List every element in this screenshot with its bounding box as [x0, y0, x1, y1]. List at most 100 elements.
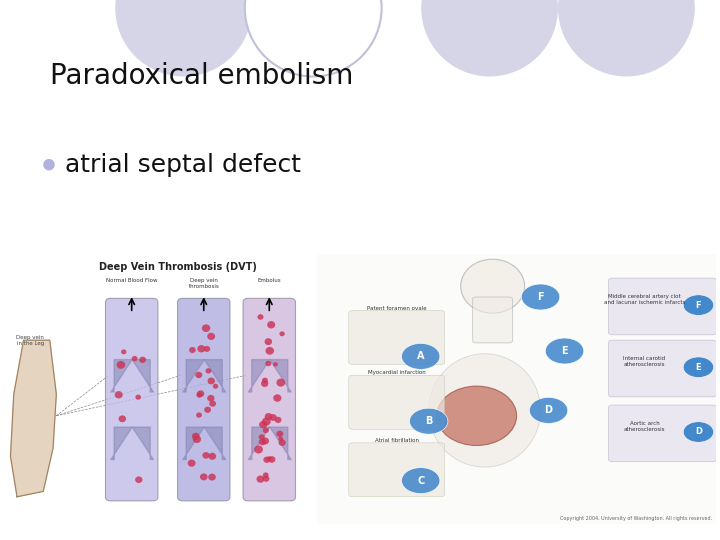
- Ellipse shape: [197, 393, 202, 398]
- FancyBboxPatch shape: [348, 443, 445, 497]
- Ellipse shape: [207, 395, 215, 402]
- Ellipse shape: [266, 361, 271, 366]
- Ellipse shape: [197, 345, 205, 353]
- Ellipse shape: [558, 0, 695, 77]
- FancyBboxPatch shape: [243, 298, 295, 501]
- Ellipse shape: [279, 437, 283, 441]
- Ellipse shape: [202, 325, 210, 332]
- Circle shape: [683, 422, 714, 442]
- Ellipse shape: [268, 456, 276, 463]
- Ellipse shape: [263, 472, 269, 478]
- Text: Internal carotid
atherosclerosis: Internal carotid atherosclerosis: [624, 356, 665, 367]
- Ellipse shape: [279, 440, 286, 446]
- Text: Middle cerebral artery clot
and lacunar ischemic infarcts: Middle cerebral artery clot and lacunar …: [604, 294, 685, 305]
- Ellipse shape: [119, 415, 126, 422]
- Ellipse shape: [115, 0, 252, 77]
- FancyBboxPatch shape: [106, 298, 158, 501]
- Ellipse shape: [135, 476, 143, 483]
- Ellipse shape: [259, 421, 267, 428]
- Ellipse shape: [261, 437, 269, 444]
- Ellipse shape: [43, 159, 55, 171]
- Ellipse shape: [276, 430, 284, 437]
- Circle shape: [521, 284, 559, 310]
- FancyBboxPatch shape: [608, 278, 716, 335]
- Ellipse shape: [461, 259, 525, 313]
- FancyBboxPatch shape: [348, 375, 445, 429]
- Ellipse shape: [204, 346, 210, 352]
- Ellipse shape: [135, 395, 141, 400]
- Ellipse shape: [273, 362, 278, 367]
- Ellipse shape: [279, 332, 285, 336]
- Ellipse shape: [264, 338, 272, 345]
- Ellipse shape: [205, 368, 212, 374]
- Text: F: F: [537, 292, 544, 302]
- Text: Myocardial infarction: Myocardial infarction: [368, 370, 426, 375]
- Text: Paradoxical embolism: Paradoxical embolism: [50, 62, 354, 90]
- Text: E: E: [696, 363, 701, 372]
- Ellipse shape: [437, 386, 517, 445]
- Ellipse shape: [189, 347, 196, 353]
- Ellipse shape: [257, 314, 264, 320]
- Ellipse shape: [261, 380, 269, 387]
- Ellipse shape: [213, 384, 218, 389]
- Text: Atrial fibrillation: Atrial fibrillation: [374, 438, 419, 443]
- Ellipse shape: [262, 417, 271, 426]
- Ellipse shape: [132, 356, 138, 361]
- FancyBboxPatch shape: [608, 340, 716, 397]
- Circle shape: [529, 397, 568, 423]
- Ellipse shape: [208, 453, 216, 460]
- Text: A: A: [417, 352, 425, 361]
- Ellipse shape: [262, 377, 268, 383]
- Text: Deep Vein Thrombosis (DVT): Deep Vein Thrombosis (DVT): [99, 262, 256, 272]
- Ellipse shape: [195, 372, 202, 378]
- Ellipse shape: [121, 349, 127, 354]
- Ellipse shape: [197, 390, 204, 397]
- Ellipse shape: [276, 379, 285, 387]
- Circle shape: [683, 357, 714, 377]
- FancyBboxPatch shape: [317, 254, 716, 524]
- Ellipse shape: [266, 456, 271, 461]
- Ellipse shape: [428, 354, 541, 467]
- Circle shape: [402, 468, 440, 494]
- Circle shape: [545, 338, 584, 364]
- Ellipse shape: [245, 0, 382, 77]
- Polygon shape: [11, 340, 56, 497]
- Ellipse shape: [273, 394, 282, 402]
- Text: E: E: [561, 346, 568, 356]
- Ellipse shape: [421, 0, 558, 77]
- FancyBboxPatch shape: [608, 405, 716, 462]
- Ellipse shape: [207, 333, 215, 340]
- Ellipse shape: [256, 476, 264, 483]
- Circle shape: [683, 295, 714, 315]
- Circle shape: [402, 343, 440, 369]
- Text: atrial septal defect: atrial septal defect: [65, 153, 301, 177]
- Text: Deep vein
thrombosis: Deep vein thrombosis: [189, 278, 219, 289]
- Ellipse shape: [196, 413, 202, 418]
- Ellipse shape: [193, 435, 201, 443]
- Text: Embolus: Embolus: [258, 278, 281, 283]
- Text: Aortic arch
atherosclerosis: Aortic arch atherosclerosis: [624, 421, 665, 432]
- Ellipse shape: [265, 413, 272, 420]
- Ellipse shape: [202, 452, 210, 458]
- Ellipse shape: [192, 433, 199, 440]
- Text: B: B: [425, 416, 433, 426]
- Ellipse shape: [274, 417, 282, 423]
- Ellipse shape: [263, 476, 269, 482]
- Ellipse shape: [263, 428, 269, 433]
- FancyBboxPatch shape: [178, 298, 230, 501]
- Ellipse shape: [208, 474, 216, 481]
- Ellipse shape: [117, 361, 125, 369]
- FancyBboxPatch shape: [348, 310, 445, 365]
- Ellipse shape: [269, 414, 276, 421]
- Circle shape: [410, 408, 448, 434]
- Ellipse shape: [258, 434, 265, 440]
- Text: Normal Blood Flow: Normal Blood Flow: [106, 278, 158, 283]
- Text: C: C: [417, 476, 424, 485]
- Ellipse shape: [258, 438, 266, 445]
- FancyBboxPatch shape: [472, 297, 513, 343]
- Text: D: D: [544, 406, 552, 415]
- Ellipse shape: [188, 460, 196, 467]
- Text: F: F: [696, 301, 701, 309]
- Ellipse shape: [200, 474, 207, 481]
- Text: Patent foramen ovale: Patent foramen ovale: [367, 306, 426, 310]
